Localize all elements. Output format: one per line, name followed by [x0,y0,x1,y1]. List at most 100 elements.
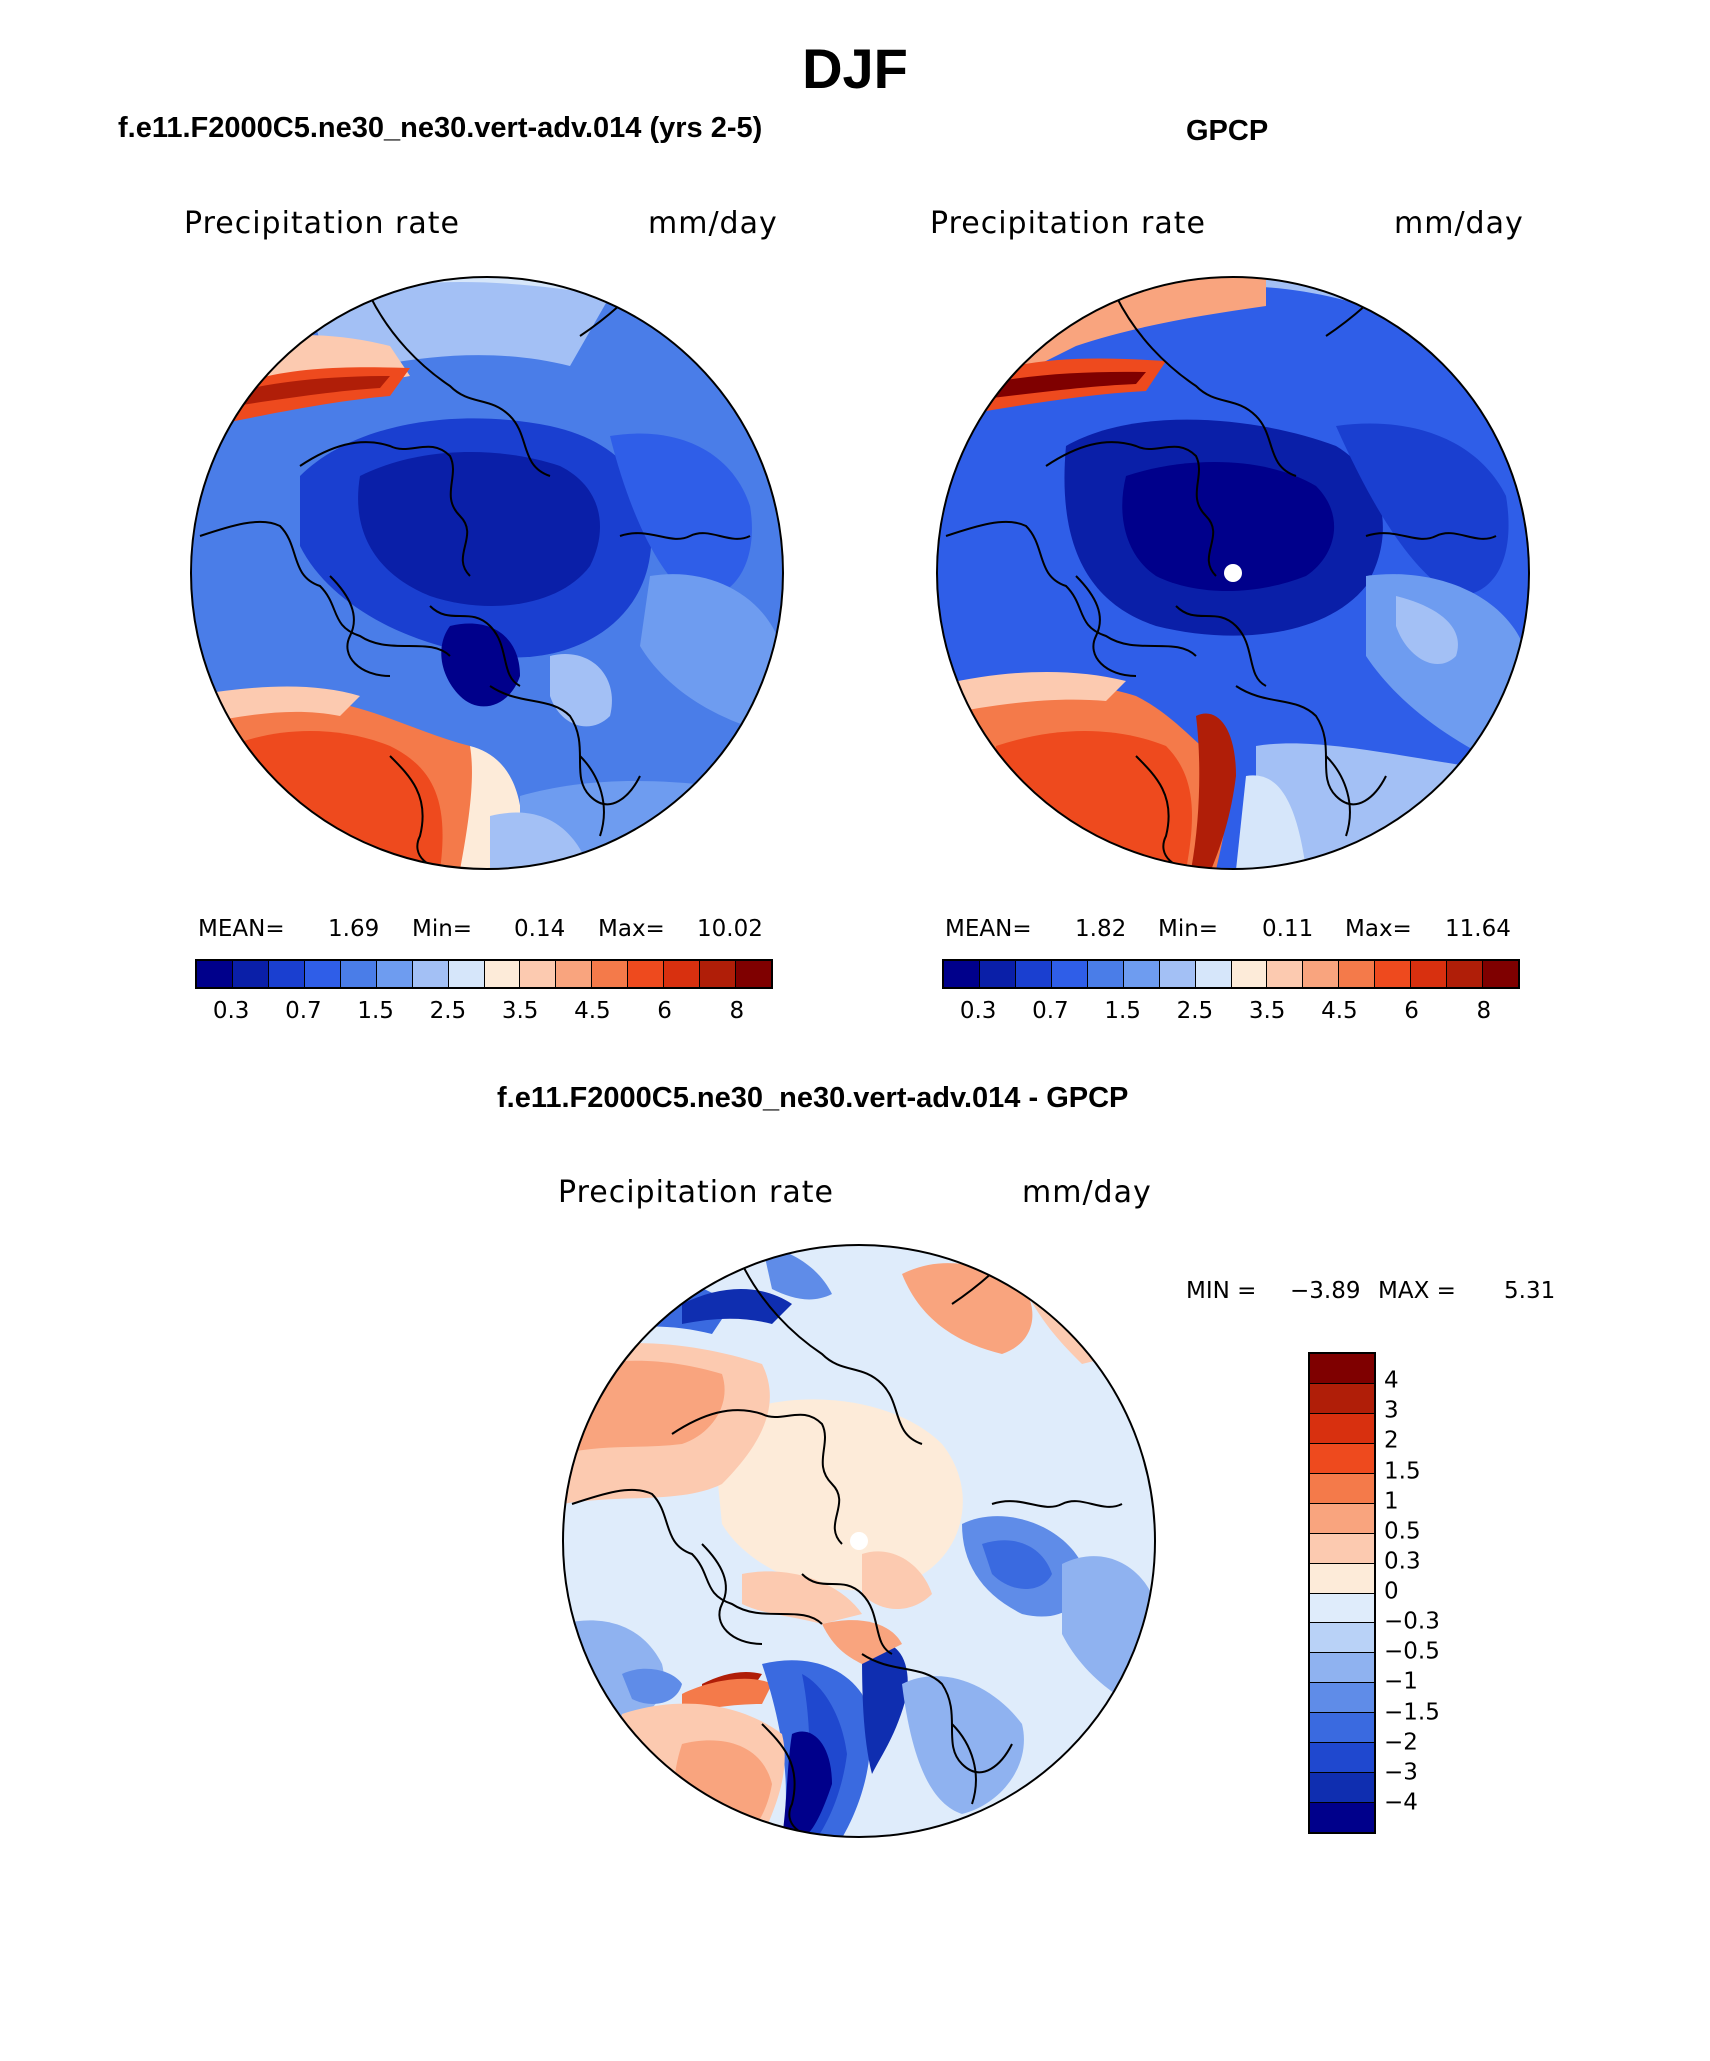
colorbar-swatch [304,961,341,987]
panel-model-mean-label: MEAN= [198,916,285,942]
colorbar-swatch [979,961,1016,987]
colorbar-swatch [1483,961,1518,987]
colorbar-tick-label: 0.3 [1384,1548,1421,1575]
panel-model-variable: Precipitation rate [184,206,460,241]
colorbar-swatch [1310,1593,1374,1624]
panel-diff-min: −3.89 [1290,1278,1361,1304]
colorbar-tick-label: 0.3 [212,998,250,1024]
colorbar-tick-label: 3.5 [501,998,539,1024]
panel-diff-max: 5.31 [1504,1278,1556,1304]
panel-diff-max-label: MAX = [1378,1278,1456,1304]
panel-obs-map [936,276,1530,870]
colorbar-swatch [700,961,737,987]
panel-diff-min-label: MIN = [1186,1278,1257,1304]
colorbar-tick-label: 0.7 [1032,998,1069,1024]
colorbar-swatch [1051,961,1088,987]
colorbar-swatch [1303,961,1340,987]
colorbar-swatch [412,961,449,987]
colorbar-swatch [628,961,665,987]
colorbar-tick-label: −1 [1384,1669,1418,1696]
panel-diff-case-title: f.e11.F2000C5.ne30_ne30.vert-adv.014 - G… [497,1082,1129,1114]
panel-model-max-label: Max= [598,916,665,942]
panel-diff-units: mm/day [1022,1175,1152,1210]
panel-model-case-title: f.e11.F2000C5.ne30_ne30.vert-adv.014 (yr… [118,112,763,144]
colorbar-swatch [1195,961,1232,987]
colorbar-tick-label: 0.5 [1384,1518,1421,1545]
panel-model-colorbar [195,959,773,989]
colorbar-tick-label: 2.5 [429,998,467,1024]
colorbar-swatch [484,961,521,987]
colorbar-tick-label: −3 [1384,1759,1418,1786]
colorbar-tick-label: 2.5 [1176,998,1214,1024]
colorbar-swatch [1087,961,1124,987]
colorbar-swatch [1310,1443,1374,1474]
panel-model-units: mm/day [648,206,778,241]
colorbar-tick-label: 4.5 [574,998,611,1024]
panel-diff-colorbar [1308,1352,1376,1834]
colorbar-tick-label: 0.3 [959,998,997,1024]
colorbar-swatch [1310,1503,1374,1534]
panel-diff-map [562,1244,1156,1838]
colorbar-tick-label: 1.5 [357,998,394,1024]
colorbar-tick-label: 1.5 [1104,998,1141,1024]
colorbar-swatch [1123,961,1160,987]
colorbar-swatch [1310,1383,1374,1414]
colorbar-swatch [1310,1653,1374,1684]
panel-diff-colorbar-ticks: 4 3 2 1.5 1 0.5 0.3 0 −0.3 −0.5 −1 −1.5 −2 −3 −4 [1384,1352,1474,1834]
colorbar-swatch [1339,961,1376,987]
colorbar-swatch [1159,961,1196,987]
panel-model-map [190,276,784,870]
panel-obs-max: 11.64 [1445,916,1511,942]
panel-obs-min-label: Min= [1158,916,1219,942]
panel-obs-colorbar-ticks: 0.3 0.7 1.5 2.5 3.5 4.5 6 8 [942,998,1520,1028]
colorbar-tick-label: 4.5 [1321,998,1358,1024]
colorbar-tick-label: 8 [729,998,745,1024]
colorbar-swatch [736,961,771,987]
colorbar-swatch [1310,1563,1374,1594]
colorbar-swatch [1411,961,1448,987]
colorbar-tick-label: −0.5 [1384,1638,1440,1665]
colorbar-swatch [1310,1713,1374,1744]
colorbar-swatch [1375,961,1412,987]
colorbar-swatch [1310,1803,1374,1832]
colorbar-swatch [1310,1413,1374,1444]
colorbar-swatch [1267,961,1304,987]
panel-obs-variable: Precipitation rate [930,206,1206,241]
colorbar-tick-label: 6 [657,998,672,1024]
colorbar-tick-label: 8 [1476,998,1492,1024]
colorbar-swatch [197,961,233,987]
colorbar-swatch [1310,1473,1374,1504]
colorbar-swatch [1310,1354,1374,1384]
panel-obs-case-title: GPCP [1186,115,1269,147]
colorbar-swatch [1310,1683,1374,1714]
panel-obs-units: mm/day [1394,206,1524,241]
colorbar-swatch [232,961,269,987]
panel-obs-colorbar [942,959,1520,989]
colorbar-swatch [664,961,701,987]
colorbar-swatch [340,961,377,987]
colorbar-swatch [944,961,980,987]
colorbar-swatch [520,961,557,987]
colorbar-swatch [1310,1743,1374,1774]
panel-model-max: 10.02 [697,916,763,942]
panel-model-colorbar-ticks: 0.3 0.7 1.5 2.5 3.5 4.5 6 8 [195,998,773,1028]
colorbar-swatch [376,961,413,987]
colorbar-tick-label: 0.7 [285,998,322,1024]
panel-model-min: 0.14 [514,916,566,942]
colorbar-tick-label: 2 [1384,1428,1399,1455]
colorbar-swatch [1231,961,1268,987]
panel-obs-min: 0.11 [1262,916,1314,942]
colorbar-swatch [1447,961,1484,987]
colorbar-tick-label: −0.3 [1384,1608,1440,1635]
colorbar-tick-label: −4 [1384,1789,1418,1816]
colorbar-swatch [556,961,593,987]
colorbar-tick-label: 1 [1384,1488,1399,1515]
colorbar-swatch [1310,1773,1374,1804]
colorbar-tick-label: 1.5 [1384,1458,1421,1485]
colorbar-swatch [1310,1533,1374,1564]
panel-diff-variable: Precipitation rate [558,1175,834,1210]
colorbar-tick-label: 6 [1404,998,1419,1024]
figure-title: DJF [802,37,908,100]
panel-obs-max-label: Max= [1345,916,1412,942]
colorbar-swatch [592,961,629,987]
